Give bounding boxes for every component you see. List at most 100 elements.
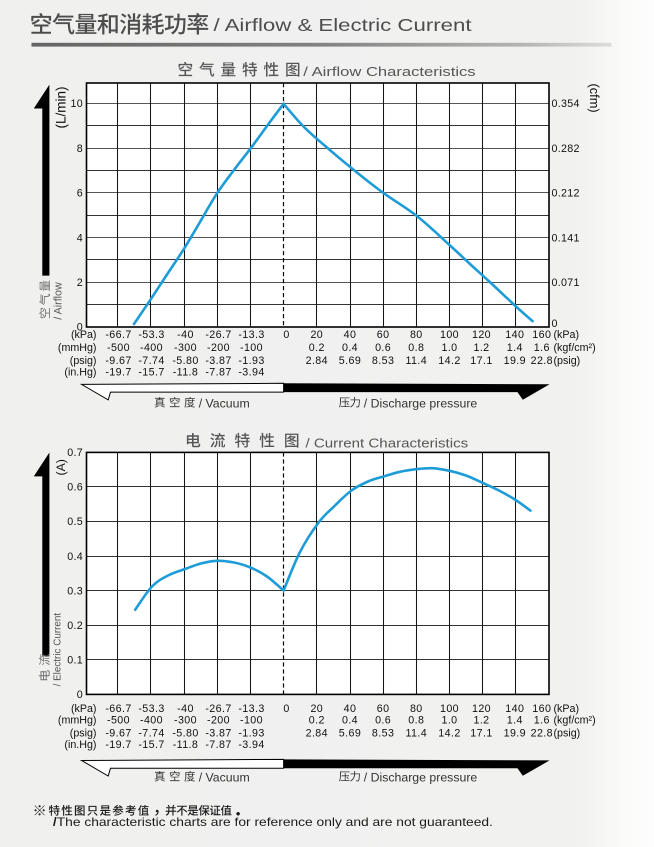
- svg-text:8.53: 8.53: [372, 355, 394, 367]
- svg-text:-13.3: -13.3: [238, 329, 264, 341]
- svg-text:1.4: 1.4: [507, 715, 523, 727]
- svg-text:0.1: 0.1: [67, 655, 83, 667]
- svg-text:-53.3: -53.3: [138, 703, 164, 715]
- svg-text:1.6: 1.6: [534, 342, 550, 354]
- svg-text:-9.67: -9.67: [105, 355, 131, 367]
- svg-text:0.141: 0.141: [552, 232, 580, 244]
- svg-text:1.4: 1.4: [507, 342, 523, 354]
- svg-text:(kPa): (kPa): [71, 703, 97, 715]
- svg-text:-100: -100: [240, 342, 263, 354]
- svg-text:(in.Hg): (in.Hg): [64, 739, 96, 751]
- svg-text:60: 60: [377, 329, 390, 341]
- svg-text:(kPa): (kPa): [554, 703, 580, 715]
- svg-text:40: 40: [344, 703, 357, 715]
- svg-text:19.9: 19.9: [504, 355, 526, 367]
- svg-text:-7.74: -7.74: [138, 727, 164, 739]
- svg-text:0.8: 0.8: [408, 342, 424, 354]
- svg-text:120: 120: [472, 329, 491, 341]
- svg-text:11.4: 11.4: [405, 355, 427, 367]
- svg-text:60: 60: [377, 703, 390, 715]
- svg-text:(cfm): (cfm): [587, 84, 602, 113]
- svg-text:160: 160: [532, 329, 551, 341]
- svg-text:/ Airflow Characteristics: / Airflow Characteristics: [303, 64, 476, 79]
- svg-text:8: 8: [77, 143, 83, 155]
- svg-text:-3.94: -3.94: [238, 739, 264, 751]
- svg-text:0.4: 0.4: [342, 715, 358, 727]
- svg-text:14.2: 14.2: [438, 355, 460, 367]
- svg-text:0.4: 0.4: [342, 342, 358, 354]
- svg-text:5.69: 5.69: [339, 355, 361, 367]
- svg-text:0: 0: [77, 322, 83, 334]
- svg-text:10: 10: [71, 98, 84, 110]
- svg-text:-40: -40: [177, 329, 194, 341]
- svg-text:0.7: 0.7: [67, 447, 83, 459]
- svg-text:-11.8: -11.8: [173, 739, 199, 751]
- svg-text:(psig): (psig): [70, 727, 97, 739]
- svg-text:/ Vacuum: / Vacuum: [199, 771, 250, 785]
- svg-text:11.4: 11.4: [405, 727, 427, 739]
- svg-text:2.84: 2.84: [306, 727, 328, 739]
- svg-text:-53.3: -53.3: [138, 329, 164, 341]
- svg-text:(kPa): (kPa): [554, 329, 580, 341]
- svg-text:-200: -200: [207, 342, 230, 354]
- svg-text:2.84: 2.84: [306, 355, 328, 367]
- svg-text:1.0: 1.0: [441, 342, 457, 354]
- svg-text:80: 80: [410, 329, 423, 341]
- svg-text:0.6: 0.6: [67, 482, 83, 494]
- svg-text:40: 40: [344, 329, 357, 341]
- svg-text:-3.87: -3.87: [205, 355, 231, 367]
- svg-text:(mmHg): (mmHg): [58, 715, 97, 727]
- svg-text:0.071: 0.071: [552, 277, 580, 289]
- svg-text:-15.7: -15.7: [138, 366, 164, 378]
- svg-text:-7.74: -7.74: [138, 355, 164, 367]
- svg-text:0: 0: [283, 329, 289, 341]
- svg-text:100: 100: [440, 329, 459, 341]
- svg-text:-19.7: -19.7: [105, 739, 131, 751]
- svg-text:-13.3: -13.3: [238, 703, 264, 715]
- svg-text:-300: -300: [174, 342, 197, 354]
- svg-text:4: 4: [77, 232, 83, 244]
- svg-text:(kPa): (kPa): [71, 329, 97, 341]
- svg-text:-200: -200: [207, 715, 230, 727]
- svg-text:-7.87: -7.87: [205, 366, 231, 378]
- svg-text:(kgf/cm²): (kgf/cm²): [554, 342, 596, 354]
- svg-text:0: 0: [77, 689, 83, 701]
- svg-text:6: 6: [77, 188, 83, 200]
- svg-text:(in.Hg): (in.Hg): [64, 366, 96, 378]
- svg-text:(mmHg): (mmHg): [58, 342, 97, 354]
- svg-text:-26.7: -26.7: [205, 329, 231, 341]
- svg-text:0.6: 0.6: [375, 342, 391, 354]
- svg-text:(kgf/cm²): (kgf/cm²): [554, 715, 596, 727]
- svg-text:100: 100: [440, 703, 459, 715]
- svg-text:0.282: 0.282: [552, 143, 580, 155]
- svg-text:-7.87: -7.87: [205, 739, 231, 751]
- svg-text:-66.7: -66.7: [105, 329, 131, 341]
- svg-text:160: 160: [532, 703, 551, 715]
- svg-text:140: 140: [505, 703, 524, 715]
- svg-text:140: 140: [505, 329, 524, 341]
- svg-text:1.6: 1.6: [534, 715, 550, 727]
- svg-text:20: 20: [310, 329, 323, 341]
- svg-text:-19.7: -19.7: [105, 366, 131, 378]
- svg-text:/The characteristic charts are: /The characteristic charts are for refer…: [53, 815, 493, 829]
- svg-text:0.4: 0.4: [67, 551, 83, 563]
- svg-text:/ Electric Current: / Electric Current: [53, 613, 64, 687]
- svg-text:17.1: 17.1: [470, 355, 492, 367]
- svg-text:20: 20: [310, 703, 323, 715]
- svg-text:14.2: 14.2: [438, 727, 460, 739]
- svg-text:(L/min): (L/min): [54, 86, 69, 128]
- svg-text:-66.7: -66.7: [105, 703, 131, 715]
- svg-text:-1.93: -1.93: [238, 355, 264, 367]
- svg-text:0.212: 0.212: [552, 188, 580, 200]
- svg-text:1.0: 1.0: [441, 715, 457, 727]
- svg-text:0.2: 0.2: [309, 715, 325, 727]
- svg-text:22.8: 22.8: [531, 355, 553, 367]
- svg-text:-500: -500: [107, 715, 130, 727]
- svg-text:-500: -500: [107, 342, 130, 354]
- svg-text:8.53: 8.53: [372, 727, 394, 739]
- svg-text:-15.7: -15.7: [138, 739, 164, 751]
- svg-text:0.3: 0.3: [67, 585, 83, 597]
- svg-text:-400: -400: [140, 342, 163, 354]
- svg-text:-9.67: -9.67: [105, 727, 131, 739]
- svg-text:/ Discharge pressure: / Discharge pressure: [364, 397, 478, 411]
